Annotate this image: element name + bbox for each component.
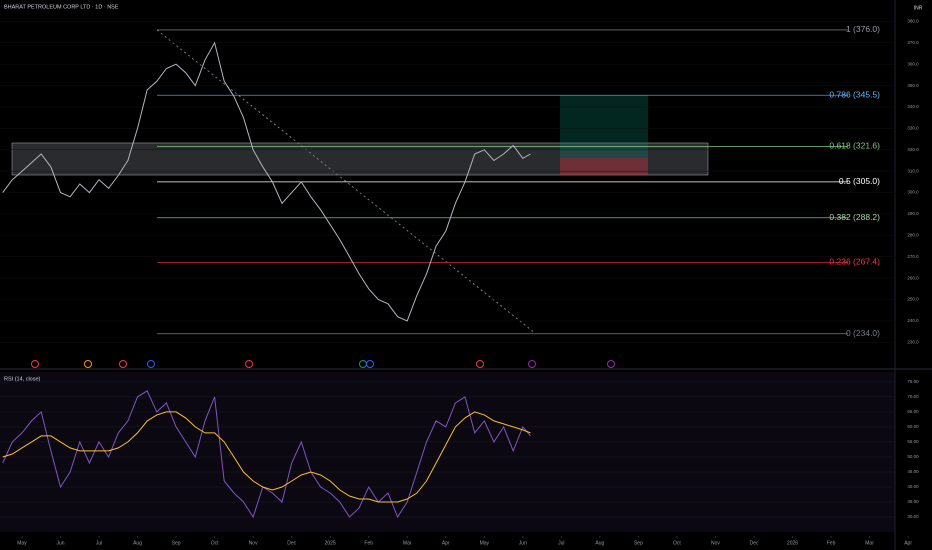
x-tick-label: Feb [827,540,836,546]
y-tick-label: 270.0 [907,254,919,259]
y-tick-label: 35.00 [907,499,919,504]
event-icon [476,360,484,368]
y-tick-label: 65.00 [907,409,919,414]
series-line [2,411,531,503]
x-tick-label: Jul [558,540,564,546]
y-tick-label: 280.0 [907,233,919,238]
x-tick-label: 2025 [325,540,336,546]
event-icon [366,360,374,368]
fib-label: 0.786 (345.5) [829,89,880,99]
x-tick-label: Nov [249,540,258,546]
series-line [2,41,531,322]
y-tick-label: 330.0 [907,126,919,131]
y-tick-label: 380.0 [907,19,919,24]
rsi-pane [0,372,895,532]
y-tick-label: 45.00 [907,469,919,474]
x-tick-label: Dec [750,540,759,546]
fib-label: 1 (376.0) [846,24,880,34]
y-tick-label: 340.0 [907,104,919,109]
y-tick-label: 230.0 [907,340,919,345]
fib-label: 0 (234.0) [846,328,880,338]
y-tick-label: 55.00 [907,439,919,444]
x-tick-label: Feb [364,540,373,546]
y-tick-label: 30.00 [907,514,919,519]
y-tick-label: 70.00 [907,394,919,399]
y-tick-label: 50.00 [907,454,919,459]
symbol-title: BHARAT PETROLEUM CORP LTD · 1D · NSE [4,4,119,10]
event-icon [31,360,39,368]
event-icon [528,360,536,368]
event-icon [147,360,155,368]
stop-box [560,158,648,175]
x-tick-label: Apr [904,540,912,546]
series-line [2,390,531,519]
x-tick-label: Dec [287,540,296,546]
event-icon [245,360,253,368]
x-tick-label: Sep [634,540,643,546]
rsi-title: RSI (14, close) [4,376,41,382]
x-tick-label: Aug [133,540,142,546]
y-tick-label: 360.0 [907,61,919,66]
x-tick-label: Apr [442,540,450,546]
x-tick-label: Oct [673,540,681,546]
event-icon [84,360,92,368]
x-tick-label: Jun [519,540,527,546]
trend-line [156,29,536,334]
x-tick-label: Mar [403,540,412,546]
y-tick-label: 290.0 [907,211,919,216]
y-tick-label: 320.0 [907,147,919,152]
x-tick-label: Oct [211,540,219,546]
fib-label: 0.236 (267.4) [829,257,880,267]
x-tick-label: Jun [56,540,64,546]
x-tick-label: May [17,540,27,546]
x-tick-label: 2026 [787,540,798,546]
y-tick-label: 40.00 [907,484,919,489]
target-box [560,95,648,158]
y-tick-label: 370.0 [907,40,919,45]
x-tick-label: Sep [172,540,181,546]
fib-label: 0.618 (321.6) [829,141,880,151]
event-icon [607,360,615,368]
fib-label: 0.5 (305.0) [839,176,880,186]
currency[interactable]: INR [914,5,923,11]
x-tick-label: Nov [711,540,720,546]
y-tick-label: 350.0 [907,83,919,88]
x-tick-label: Mar [865,540,874,546]
x-tick-label: May [480,540,490,546]
y-tick-label: 60.00 [907,424,919,429]
event-icon [119,360,127,368]
y-tick-label: 240.0 [907,318,919,323]
event-icons [31,360,615,368]
fib-label: 0.382 (288.2) [829,212,880,222]
y-tick-label: 300.0 [907,190,919,195]
y-tick-label: 260.0 [907,275,919,280]
x-tick-label: Aug [595,540,604,546]
x-tick-label: Jul [96,540,102,546]
y-tick-label: 250.0 [907,297,919,302]
y-tick-label: 75.00 [907,379,919,384]
y-tick-label: 310.0 [907,168,919,173]
